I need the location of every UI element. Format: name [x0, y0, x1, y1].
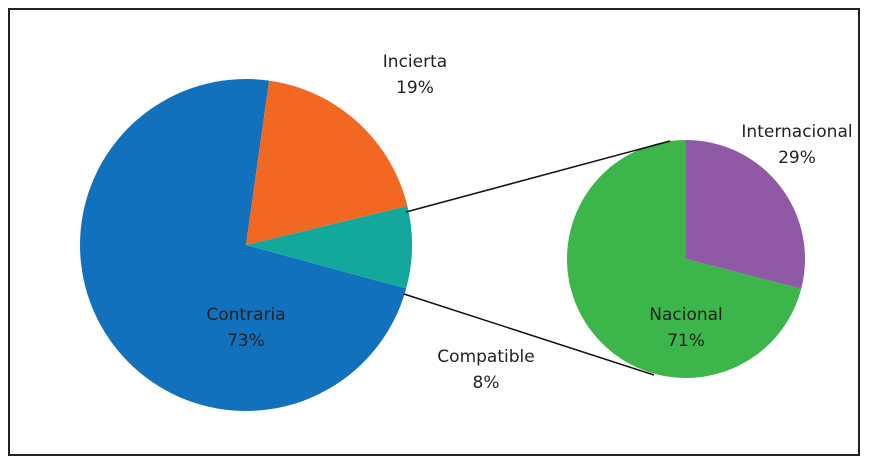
connector-line	[405, 140, 671, 213]
pie-slice	[79, 79, 407, 411]
slice-label: Compatible	[437, 347, 534, 367]
value-label: 73%	[227, 331, 265, 351]
slice-label: Incierta	[383, 52, 447, 72]
connector-line	[403, 293, 655, 376]
slice-label: Internacional	[741, 122, 852, 142]
value-label: 71%	[667, 331, 705, 351]
pie-slice	[246, 205, 413, 289]
pie-slice	[567, 140, 802, 379]
value-label: 19%	[396, 78, 434, 98]
value-label: 8%	[473, 373, 500, 393]
value-label: 29%	[778, 148, 816, 168]
pie-slice	[246, 80, 408, 245]
pie-slice	[686, 140, 805, 289]
slice-label: Nacional	[649, 305, 723, 325]
slice-label: Contraria	[206, 305, 285, 325]
